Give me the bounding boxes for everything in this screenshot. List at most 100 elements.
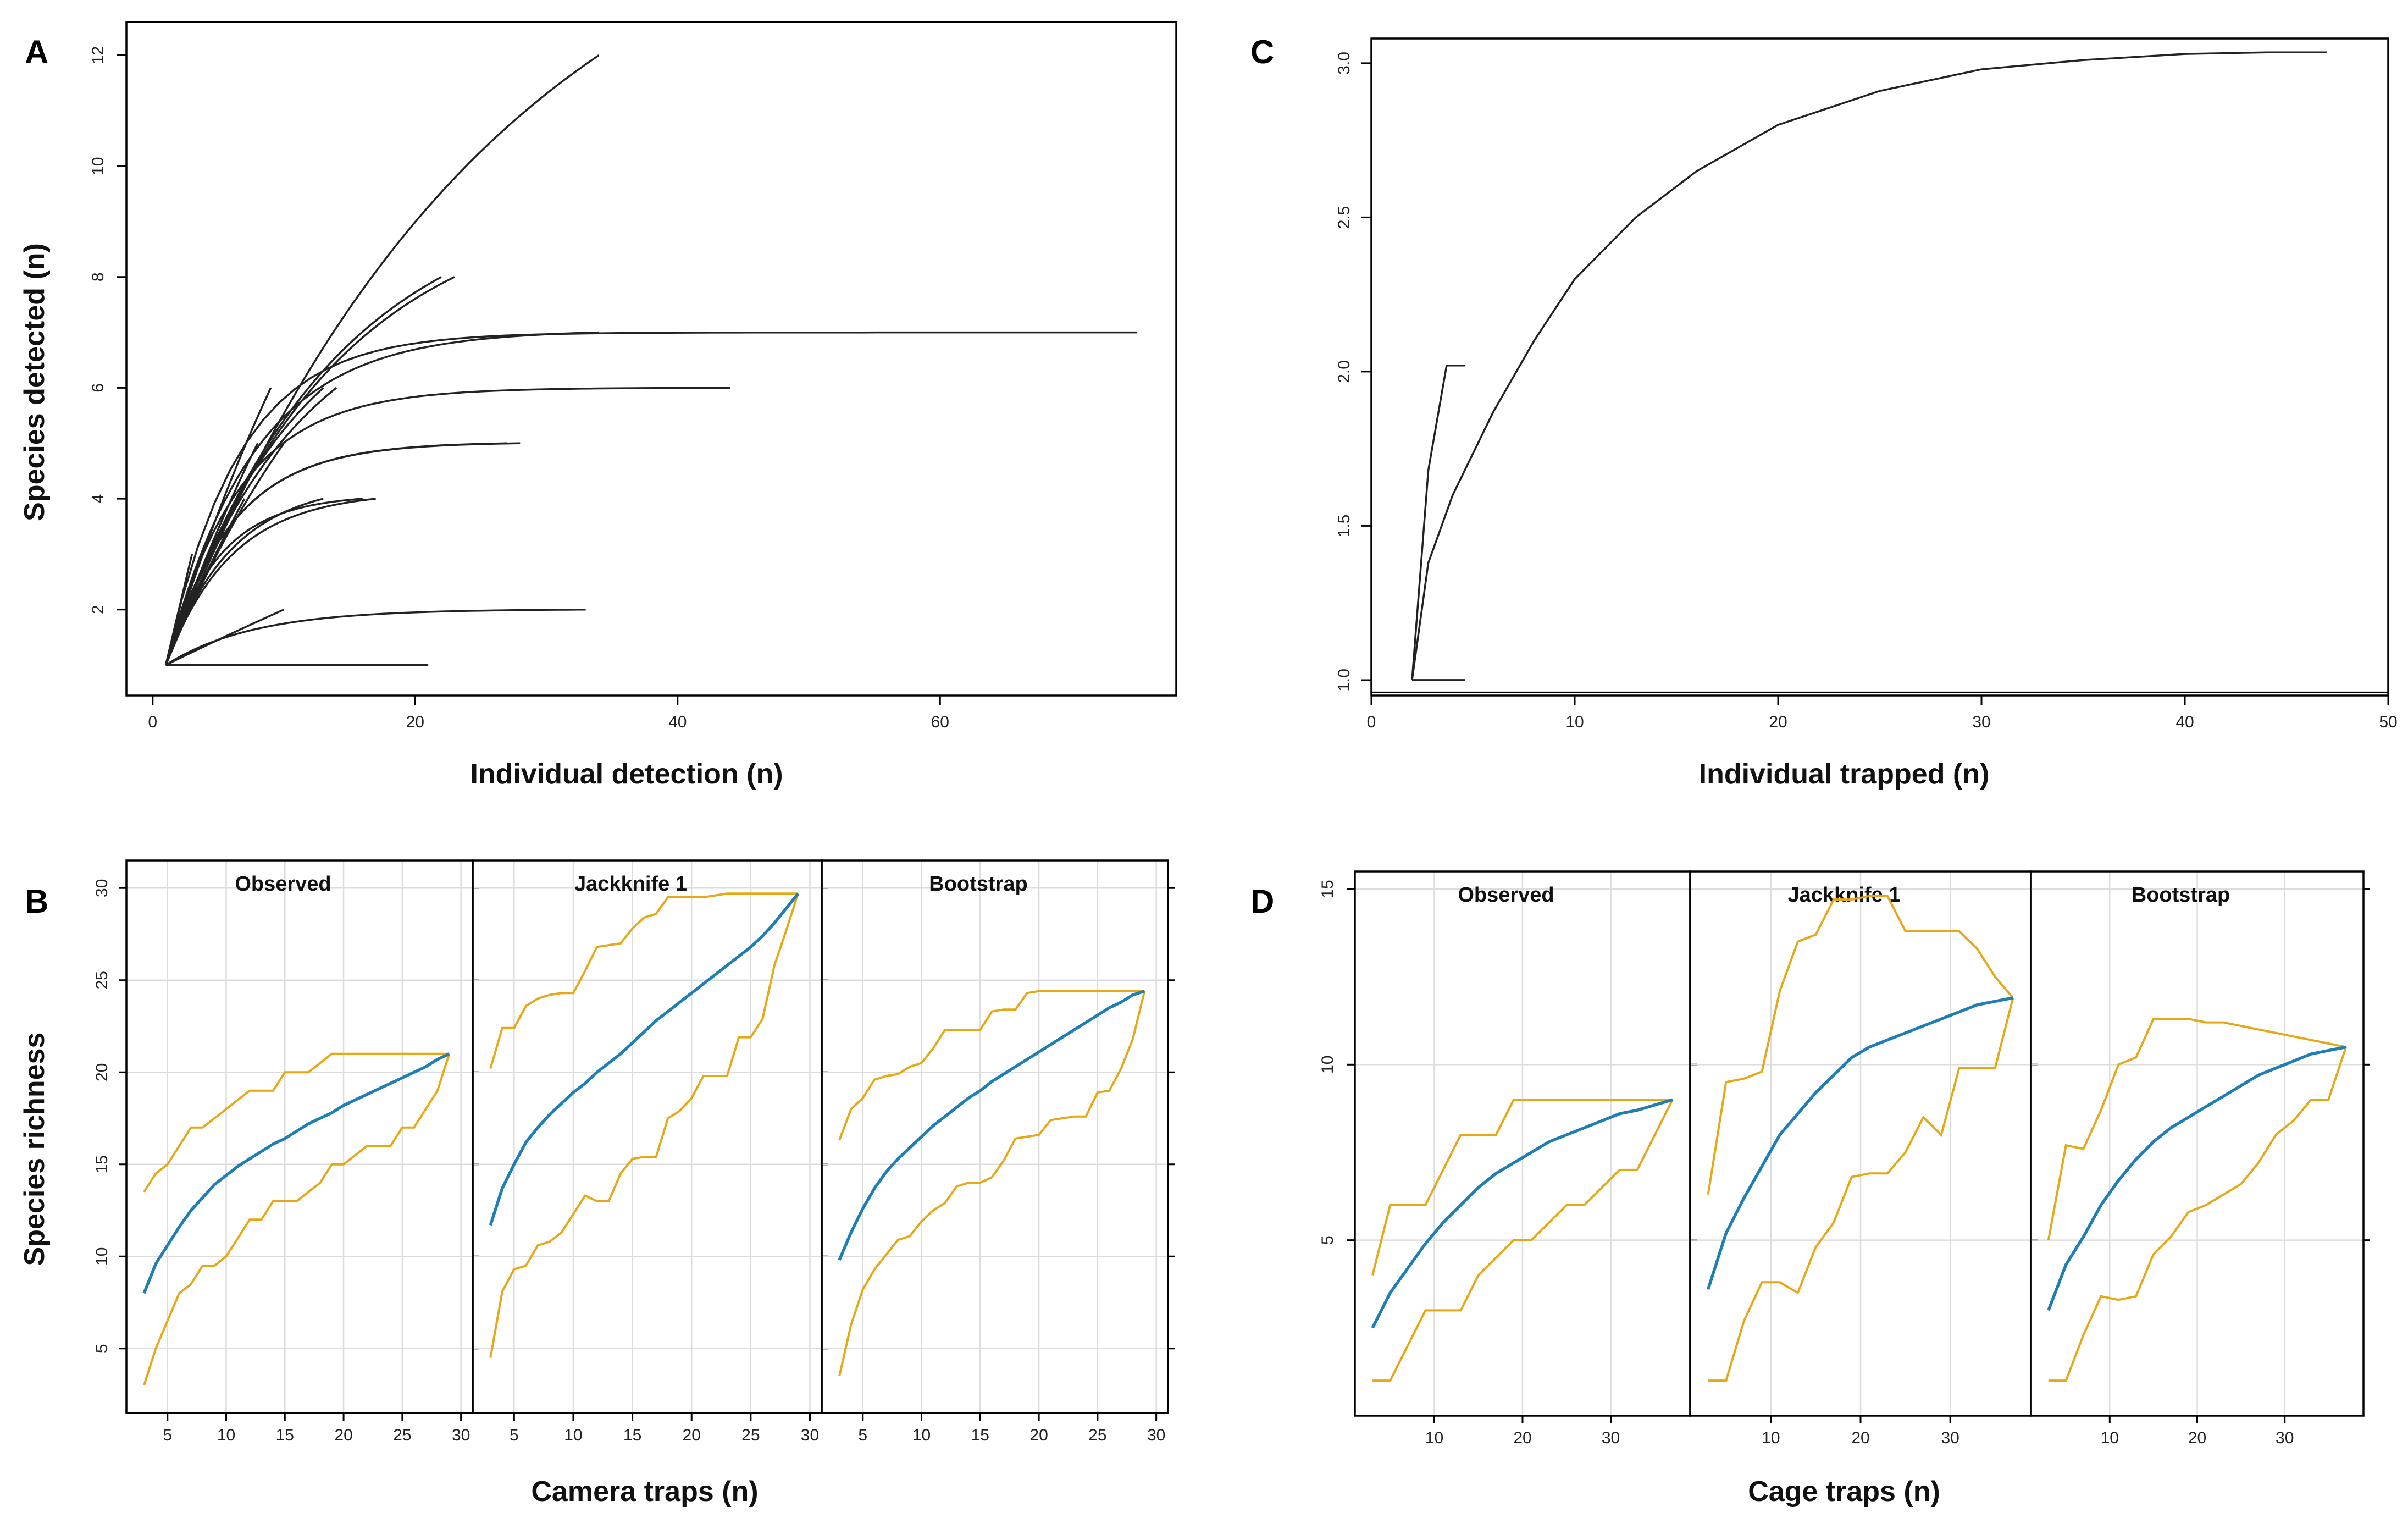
- panel-c-x-tick-label: 30: [1972, 713, 1990, 731]
- panel-b-facet-3-x-tick-label: 10: [912, 1426, 931, 1444]
- panel-c-x-tick-label: 0: [1367, 713, 1376, 731]
- panel-a-curve-5: [164, 276, 455, 666]
- panel-a-x-tick-label: 20: [406, 713, 424, 731]
- panel-b-facet-2-title: Jackknife 1: [574, 873, 687, 896]
- panel-b-facet-2-x-tick-label: 30: [801, 1426, 819, 1444]
- panel-b-facet-1-x-tick-label: 5: [163, 1426, 172, 1444]
- panel-b-facet-1-x-tick-label: 30: [452, 1426, 470, 1444]
- panel-d-facet-1-y-tick-label: 5: [1319, 1235, 1337, 1245]
- panel-a-x-tick-label: 40: [668, 713, 687, 731]
- panel-a-curve-7: [164, 442, 521, 666]
- panel-a-y-axis-title: Species detected (n): [19, 243, 51, 521]
- panel-c-x-tick-label: 10: [1565, 713, 1584, 731]
- panel-d-facet-3-upper-bound: [2047, 1018, 2346, 1240]
- panel-d-facet-2-lower-bound: [1708, 997, 2014, 1382]
- panel-d-facet-3-x-tick-label: 20: [2188, 1429, 2206, 1447]
- panel-b-facet-2-x-tick-label: 20: [683, 1426, 701, 1444]
- panel-d-facet-1-x-tick-label: 10: [1425, 1429, 1443, 1447]
- panel-a-curve-9: [164, 498, 376, 666]
- panel-c-plot: 0 10 20 30 40 50 1.0 1.5 2.0 2.5 3.0: [1335, 37, 2398, 731]
- panel-b-y-axis-title: Species richness: [19, 1033, 51, 1266]
- panel-c-frame: [1370, 37, 2389, 697]
- panel-b-facet-2-x-tick-label: 15: [623, 1426, 641, 1444]
- panel-c-y-tick-label: 2.0: [1335, 360, 1353, 383]
- panel-a-x-tick-label: 60: [931, 713, 949, 731]
- panel-a-y-tick-label: 4: [89, 494, 107, 504]
- panel-b-facet-3-lower-bound: [838, 991, 1146, 1377]
- panel-d-facet-2-x-tick-label: 30: [1941, 1429, 1959, 1447]
- panel-b-facet-3-mean-line: [838, 990, 1145, 1261]
- panel-a-y-tick-label: 6: [89, 383, 107, 393]
- panel-d-facet-3-x-tick-label: 30: [2276, 1429, 2294, 1447]
- panel-b-facet-1-frame: [125, 859, 474, 1414]
- panel-c-y-tick-label: 3.0: [1335, 52, 1353, 75]
- panel-d-facet-1-y-tick-label: 10: [1319, 1056, 1337, 1074]
- panel-a-y-tick-label: 12: [89, 46, 107, 64]
- panel-d-facet-1-upper-bound: [1371, 1099, 1673, 1276]
- panel-b-facet-1-title: Observed: [235, 873, 331, 896]
- panel-a-curve-8: [164, 442, 507, 666]
- panel-a-curve-10: [164, 498, 363, 666]
- panel-d-facet-2-x-tick-label: 10: [1762, 1429, 1780, 1447]
- panel-a-curve-12: [164, 387, 324, 666]
- panel-c-x-tick-label: 20: [1769, 713, 1787, 731]
- panel-d-facet-1-title: Observed: [1458, 884, 1554, 907]
- panel-a-curve-20: [165, 608, 586, 666]
- panel-b-facet-1-lower-bound: [143, 1053, 451, 1386]
- panel-c-y-tick-label: 1.5: [1335, 515, 1353, 538]
- panel-d-facet-3-lower-bound: [2048, 1046, 2348, 1382]
- panel-b-facet-2-mean-line: [489, 892, 800, 1226]
- panel-b-facet-2-x-tick-label: 5: [510, 1426, 519, 1444]
- panel-b-facet-3-frame: [821, 859, 1169, 1414]
- panel-b-facet-3-x-tick-label: 25: [1088, 1426, 1106, 1444]
- panel-d-facet-2-x-tick-label: 20: [1851, 1429, 1869, 1447]
- panel-c-y-tick-label: 1.0: [1335, 669, 1353, 692]
- panel-d-facet-2-mean-line: [1706, 996, 2013, 1290]
- panel-a-curve-6: [164, 276, 442, 666]
- panel-a-curve-1: [164, 54, 600, 666]
- panel-b-facet-1-y-tick-label: 15: [93, 1155, 111, 1173]
- panel-b-facet-1-x-tick-label: 20: [334, 1426, 352, 1444]
- panel-a-curve-4: [164, 331, 599, 665]
- panel-b-facet-3-x-tick-label: 20: [1029, 1426, 1048, 1444]
- panel-b-facet-1-x-tick-label: 15: [276, 1426, 294, 1444]
- panel-b-facet-2-upper-bound: [489, 892, 798, 1069]
- panel-b-facet-2-x-tick-label: 25: [741, 1426, 760, 1444]
- panel-c-x-axis-title: Individual trapped (n): [1699, 758, 1990, 790]
- panel-b-facet-1-y-tick-label: 20: [93, 1063, 111, 1081]
- panel-b-facet-2-lower-bound: [489, 893, 799, 1358]
- panel-a-y-tick-label: 10: [89, 157, 107, 175]
- panel-a-x-tick-label: 0: [148, 713, 157, 731]
- panel-d-facet-1-y-tick-label: 15: [1319, 880, 1337, 898]
- panel-b-facet-3-upper-bound: [838, 990, 1145, 1141]
- panel-b-facet-1-y-tick-label: 25: [93, 971, 111, 989]
- panel-b-facet-3-x-tick-label: 15: [971, 1426, 989, 1444]
- panel-a-curve-18: [164, 554, 193, 665]
- panel-d-x-axis-title: Cage traps (n): [1748, 1476, 1940, 1508]
- panel-a-curve-17: [164, 498, 324, 666]
- panel-c-curve-accumulation: [1411, 51, 2327, 681]
- panel-a-curve-15: [164, 443, 259, 666]
- panel-label-c: C: [1250, 34, 1274, 70]
- panel-a-curve-3: [164, 387, 730, 665]
- panel-c-x-tick-label: 40: [2175, 713, 2194, 731]
- panel-d-facet-3-x-tick-label: 10: [2101, 1429, 2119, 1447]
- panel-b-facet-3-title: Bootstrap: [929, 873, 1027, 896]
- panel-b-facet-3-x-tick-label: 5: [858, 1426, 867, 1444]
- panel-b-facet-1-y-tick-label: 30: [93, 879, 111, 897]
- panel-b-facet-2-x-tick-label: 10: [564, 1426, 582, 1444]
- panel-a-y-tick-label: 8: [89, 272, 107, 281]
- panel-a-curve-11: [164, 387, 337, 666]
- panel-a-plot: 0 20 40 60 2 4 6 8 10 12: [89, 21, 1177, 731]
- panel-d-facet-1-x-tick-label: 30: [1602, 1429, 1620, 1447]
- panel-a-curve-14: [164, 443, 285, 666]
- panel-d-facet-3-mean-line: [2047, 1045, 2346, 1311]
- panel-d-facet-1-lower-bound: [1372, 1099, 1674, 1382]
- panel-b-facet-2-frame: [472, 859, 823, 1414]
- panel-d-facet-1-mean-line: [1371, 1098, 1673, 1329]
- panel-c-curve-site2: [1411, 364, 1465, 681]
- panel-b-facet-1-mean-line: [142, 1052, 450, 1294]
- panel-b-x-axis-title: Camera traps (n): [531, 1476, 758, 1508]
